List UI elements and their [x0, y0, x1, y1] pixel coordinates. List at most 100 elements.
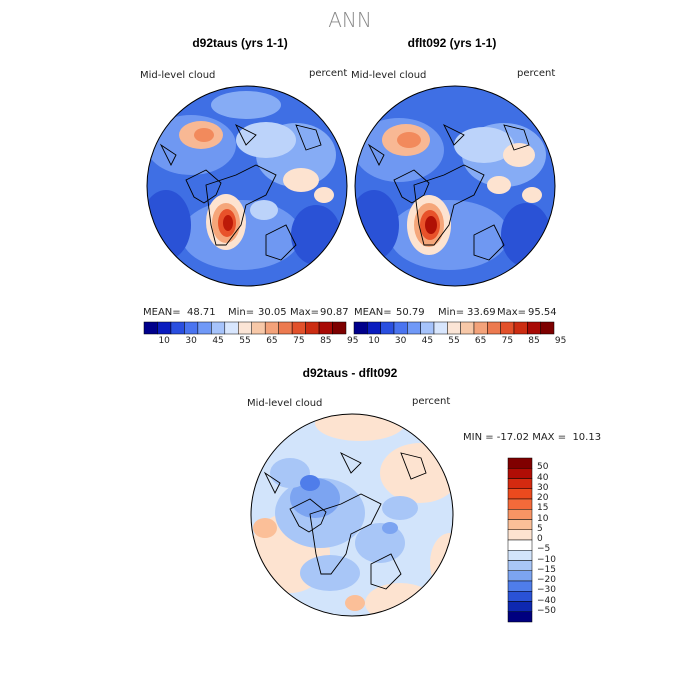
legend-tick-label: 15 — [537, 503, 549, 514]
diff-minmax: MIN = -17.02 MAX = 10.13 — [463, 432, 602, 443]
panel-2-units: percent — [517, 68, 556, 79]
colorbar-swatch — [460, 321, 475, 335]
legend-tick-label: 40 — [537, 472, 549, 483]
colorbar-tick-label: 65 — [266, 336, 278, 346]
legend-swatch — [507, 488, 533, 500]
legend-tick-label: −20 — [537, 575, 556, 585]
colorbar-swatch — [407, 321, 421, 335]
colorbar-swatch — [184, 321, 199, 335]
colorbar-swatch — [305, 321, 320, 335]
legend-swatch — [507, 560, 533, 571]
panel-2-min-value: 33.69 — [467, 307, 496, 318]
panel-2-mean-value: 50.79 — [396, 307, 425, 318]
legend-tick-label: −10 — [537, 554, 556, 565]
legend-tick-label: −40 — [537, 595, 556, 606]
colorbar-tick-label: 85 — [320, 336, 332, 346]
panel-1-mean-value: 48.71 — [187, 307, 216, 318]
colorbar-tick-label: 75 — [501, 336, 514, 346]
colorbar-tick-label: 65 — [474, 336, 487, 346]
panel-2-title: dflt092 (yrs 1-1) — [407, 36, 497, 50]
colorbar-swatch — [473, 321, 488, 335]
panel-1-min-label: Min= — [228, 307, 255, 318]
colorbar-swatch — [264, 321, 279, 335]
panel-1-min-value: 30.05 — [258, 307, 287, 318]
colorbar-tick-label: 30 — [394, 336, 407, 346]
colorbar-swatch — [278, 321, 293, 335]
colorbar-tick-label: 10 — [158, 336, 170, 346]
diff-units: percent — [412, 396, 451, 407]
colorbar-tick-label: 75 — [293, 336, 305, 346]
legend-swatch — [507, 570, 533, 582]
legend-swatch — [507, 550, 533, 561]
colorbar-swatch — [157, 321, 172, 335]
colorbar-swatch — [367, 321, 381, 335]
diff-legend-ticks: 50 40 30 20 15 10 5 0 −5 −10 −15 −20 −30 −40 −50 — [537, 458, 577, 622]
panel-1-max-label: Max= — [290, 307, 320, 318]
legend-tick-label: −5 — [537, 544, 551, 555]
diff-polar-map — [250, 413, 454, 617]
colorbar-swatch — [211, 321, 226, 335]
panel-2-max-label: Max= — [497, 307, 527, 318]
colorbar-swatch — [433, 321, 448, 335]
legend-tick-label: 30 — [537, 482, 549, 493]
colorbar-tick-label: 95 — [346, 336, 359, 346]
panel-1-colorbar-ticks: 10 30 45 55 65 75 85 95 — [144, 336, 358, 348]
colorbar-tick-label: 55 — [239, 336, 251, 346]
legend-swatch — [507, 529, 533, 541]
legend-tick-label: 5 — [537, 523, 543, 534]
diff-legend-colorbar — [507, 457, 533, 623]
colorbar-swatch — [332, 321, 347, 335]
panel-2-max-value: 95.54 — [528, 307, 557, 318]
colorbar-swatch — [527, 321, 541, 335]
legend-tick-label: −30 — [537, 585, 556, 596]
colorbar-swatch — [197, 321, 212, 335]
panel-2-polar-map — [354, 85, 556, 287]
colorbar-swatch — [420, 321, 435, 335]
legend-tick-label: 50 — [537, 462, 549, 473]
legend-tick-label: −15 — [537, 564, 556, 575]
colorbar-swatch — [540, 321, 555, 335]
legend-swatch — [507, 539, 533, 551]
colorbar-tick-label: 30 — [185, 336, 197, 346]
colorbar-tick-label: 45 — [212, 336, 224, 346]
panel-1-mean-label: MEAN= — [143, 307, 181, 318]
colorbar-swatch — [353, 321, 368, 335]
legend-swatch — [507, 591, 533, 602]
colorbar-swatch — [318, 321, 333, 335]
panel-2-min-label: Min= — [438, 307, 465, 318]
panel-1-units: percent — [309, 68, 348, 79]
colorbar-tick-label: 95 — [554, 336, 567, 346]
colorbar-swatch — [393, 321, 408, 335]
panel-2-colorbar-ticks: 10 30 45 55 65 75 85 95 — [354, 336, 566, 348]
diff-field-label: Mid-level cloud — [247, 398, 323, 409]
legend-swatch — [507, 498, 533, 510]
panel-1-polar-map — [146, 85, 348, 287]
colorbar-swatch — [143, 321, 158, 335]
panel-1-max-value: 90.87 — [320, 307, 349, 318]
legend-swatch — [507, 580, 533, 592]
panel-1-field-label: Mid-level cloud — [140, 70, 216, 81]
panel-2-field-label: Mid-level cloud — [351, 70, 427, 81]
colorbar-swatch — [513, 321, 528, 335]
legend-swatch — [507, 468, 533, 479]
colorbar-swatch — [170, 321, 185, 335]
colorbar-swatch — [500, 321, 515, 335]
colorbar-swatch — [447, 321, 461, 335]
diff-panel-title: d92taus - dflt092 — [302, 366, 398, 380]
colorbar-swatch — [238, 321, 252, 335]
legend-swatch — [507, 519, 533, 530]
colorbar-swatch — [291, 321, 306, 335]
colorbar-tick-label: 45 — [421, 336, 434, 346]
colorbar-swatch — [224, 321, 239, 335]
panel-1-title: d92taus (yrs 1-1) — [192, 36, 288, 50]
legend-swatch — [507, 601, 533, 612]
colorbar-swatch — [251, 321, 266, 335]
panel-2-mean-label: MEAN= — [354, 307, 392, 318]
legend-tick-label: 10 — [537, 513, 549, 524]
legend-swatch — [507, 457, 533, 469]
colorbar-tick-label: 10 — [368, 336, 380, 346]
colorbar-tick-label: 85 — [528, 336, 540, 346]
main-title: ANN — [328, 8, 372, 32]
legend-tick-label: 20 — [537, 493, 549, 503]
legend-swatch — [507, 509, 533, 520]
